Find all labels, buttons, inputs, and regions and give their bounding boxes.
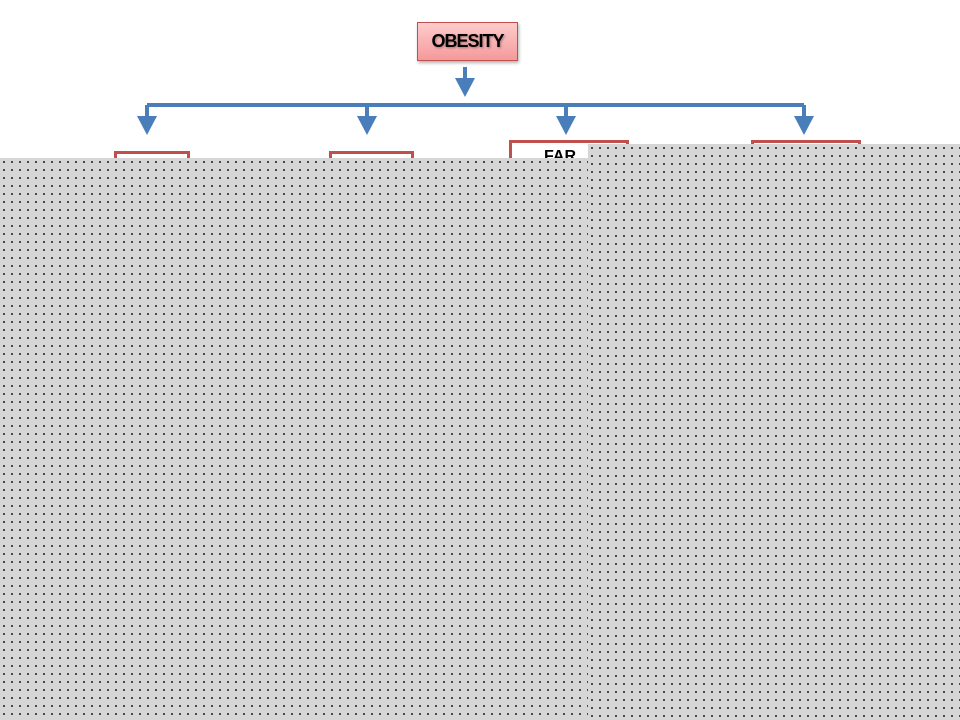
arrow-down-icon: [137, 116, 157, 135]
dotted-overlay-left: [0, 158, 590, 720]
arrow-down-icon: [357, 116, 377, 135]
arrow-down-icon: [794, 116, 814, 135]
dotted-overlay-right: [588, 144, 960, 720]
root-node-obesity: OBESITY: [417, 22, 518, 61]
arrow-down-icon: [455, 78, 475, 97]
arrow-down-icon: [556, 116, 576, 135]
